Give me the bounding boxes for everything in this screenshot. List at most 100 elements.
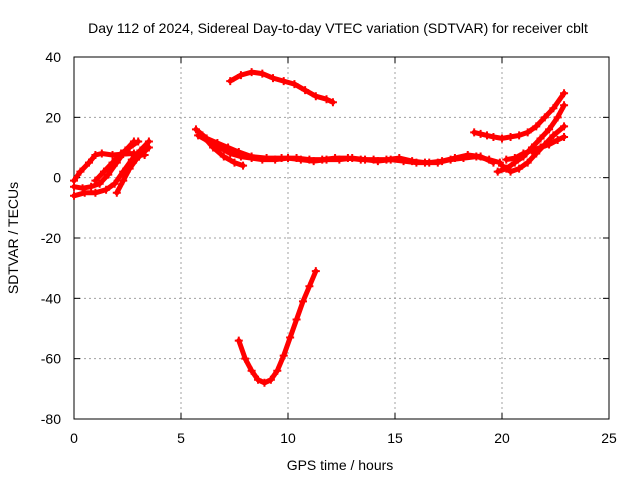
data-point [506,132,515,141]
series-arc-14 [502,132,569,164]
data-point [483,131,492,140]
data-point [279,77,288,86]
data-point [95,179,104,188]
data-point [527,146,536,155]
data-point [138,149,147,158]
data-point [70,182,78,191]
data-point [515,164,524,173]
series-line [236,268,319,386]
data-point [493,167,502,176]
data-point [489,158,498,167]
data-point [322,155,331,164]
data-point [134,137,143,146]
y-tick-label: -60 [41,351,61,367]
data-point [132,155,141,164]
data-point [296,155,305,164]
series-arc-10 [234,267,320,387]
data-point [502,155,511,164]
data-point [191,125,200,134]
data-point [305,282,314,291]
data-point [553,113,562,122]
x-axis-label: GPS time / hours [287,457,394,473]
data-point [144,143,153,152]
data-point [99,167,108,176]
series-line [114,145,152,196]
data-point [498,134,506,143]
data-point [91,188,100,197]
data-point [241,354,250,363]
data-point [386,155,395,164]
data-point [560,101,569,110]
x-tick-label: 15 [387,430,403,446]
data-point [236,152,245,161]
data-point [506,167,515,176]
data-point [510,154,519,163]
data-point [108,151,117,160]
y-tick-label: -80 [41,411,61,427]
data-point [335,155,344,164]
data-point [119,176,128,185]
data-point [515,131,524,140]
data-point [271,155,280,164]
data-point [523,158,532,167]
data-point [311,92,320,101]
data-point [450,154,459,163]
data-point [76,167,85,176]
data-point [104,170,113,179]
data-point [476,129,485,138]
y-axis-label: SDTVAR / TECUs [5,182,21,294]
data-point [230,158,239,167]
data-point [412,158,421,167]
data-point [254,375,263,384]
data-point [553,135,562,144]
data-point [536,143,545,152]
data-point [476,152,485,161]
data-point [102,185,111,194]
data-point [560,89,569,98]
data-point [536,134,545,143]
data-point [560,132,569,141]
x-tick-label: 10 [280,430,296,446]
data-point [70,191,78,200]
data-point [269,74,278,83]
data-point [549,131,558,140]
series-arc-4 [91,137,143,185]
data-point [84,158,93,167]
data-point [286,333,295,342]
data-point [226,77,235,86]
data-point [125,164,134,173]
data-point [540,113,549,122]
data-point [87,182,96,191]
y-tick-label: 20 [45,109,61,125]
data-point [125,143,134,152]
data-point [328,98,337,107]
data-point [560,122,569,131]
data-series [70,68,569,387]
data-point [463,151,472,160]
data-point [108,158,117,167]
series-arc-7 [194,131,498,167]
series-arc-5 [112,143,153,197]
data-point [266,375,275,384]
data-point [80,188,89,197]
data-point [247,366,256,375]
data-point [198,131,207,140]
series-arc-11 [470,89,569,143]
data-point [322,95,331,104]
data-point [489,132,498,141]
chart-title: Day 112 of 2024, Sidereal Day-to-day VTE… [88,20,588,36]
series-line [227,69,336,105]
data-point [258,155,267,164]
data-point [532,122,541,131]
y-tick-label: -20 [41,230,61,246]
data-point [361,155,370,164]
axis-ticks: 0 5 10 15 20 25 -80 -60 -40 -20 0 20 40 [41,49,617,446]
data-point [239,161,248,170]
data-point [309,157,318,166]
data-point [91,176,100,185]
data-point [292,315,301,324]
data-point [290,80,299,89]
data-point [545,125,554,134]
data-point [523,128,532,137]
